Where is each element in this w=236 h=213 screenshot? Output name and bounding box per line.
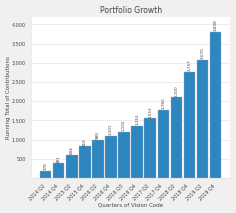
Title: Portfolio Growth: Portfolio Growth — [100, 6, 162, 14]
Text: 2,100: 2,100 — [174, 85, 178, 96]
Y-axis label: Running Total of Contributions: Running Total of Contributions — [6, 56, 11, 139]
Bar — [210, 32, 221, 178]
Bar — [184, 72, 195, 178]
Bar — [53, 163, 64, 178]
Bar — [105, 136, 117, 178]
Bar — [158, 110, 169, 178]
Text: 604: 604 — [70, 146, 74, 154]
Bar — [131, 126, 143, 178]
Text: 1,101: 1,101 — [109, 124, 113, 135]
Text: 1,192: 1,192 — [122, 120, 126, 131]
Bar — [118, 132, 130, 178]
Bar — [66, 155, 78, 178]
Text: 178: 178 — [44, 163, 48, 170]
Text: 3,808: 3,808 — [214, 19, 218, 31]
Text: 2,757: 2,757 — [187, 60, 191, 71]
Text: 1,553: 1,553 — [148, 106, 152, 118]
Text: 988: 988 — [96, 131, 100, 139]
Text: 3,070: 3,070 — [201, 47, 205, 59]
Text: 1,780: 1,780 — [161, 97, 165, 109]
Bar — [171, 97, 182, 178]
Bar — [144, 118, 156, 178]
X-axis label: Quarters of Vision Code: Quarters of Vision Code — [98, 202, 163, 207]
Text: 1,353: 1,353 — [135, 114, 139, 125]
Bar — [92, 140, 104, 178]
Bar — [79, 147, 91, 178]
Bar — [40, 171, 51, 178]
Text: 381: 381 — [57, 155, 61, 163]
Text: 819: 819 — [83, 138, 87, 146]
Bar — [197, 60, 208, 178]
